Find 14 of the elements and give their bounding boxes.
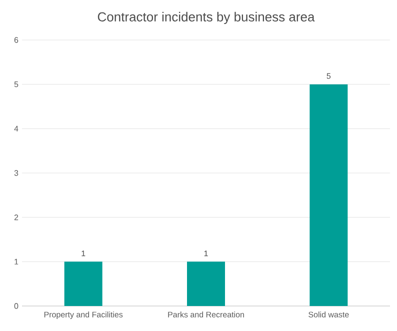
- y-tick-label: 4: [14, 126, 18, 132]
- data-label: 1: [82, 250, 86, 256]
- y-tick-label: 2: [14, 214, 18, 220]
- y-tick-label: 1: [14, 258, 18, 264]
- y-tick-label: 6: [14, 37, 18, 43]
- y-tick-label: 5: [14, 82, 18, 88]
- y-tick-label: 0: [14, 303, 18, 309]
- x-tick-label: Parks and Recreation: [168, 312, 244, 318]
- data-label: 1: [204, 250, 208, 256]
- chart-title: Contractor incidents by business area: [98, 12, 315, 24]
- y-tick-label: 3: [14, 170, 18, 176]
- data-label: 5: [326, 73, 331, 79]
- x-tick-label: Solid waste: [308, 312, 349, 318]
- x-tick-label: Property and Facilities: [44, 312, 123, 319]
